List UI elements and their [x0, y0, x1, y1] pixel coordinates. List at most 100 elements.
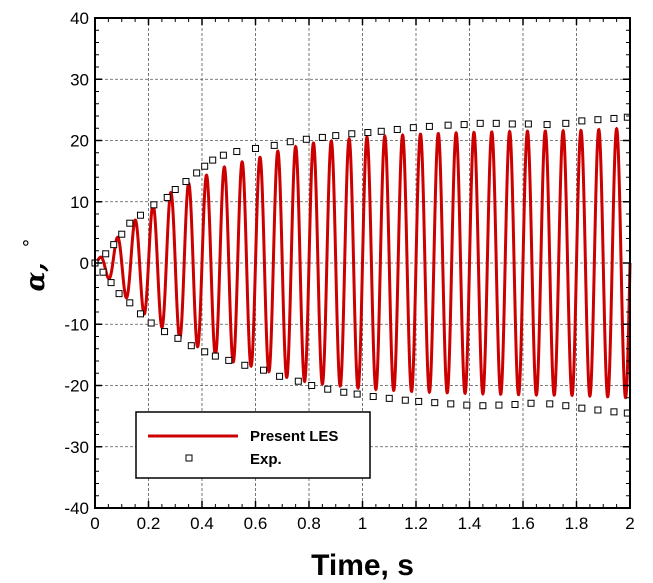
exp-marker — [476, 119, 484, 127]
exp-marker — [276, 372, 284, 380]
x-tick-label: 1.8 — [565, 514, 589, 533]
exp-marker — [136, 211, 144, 219]
exp-marker — [353, 390, 361, 398]
x-tick-label: 0.2 — [137, 514, 161, 533]
exp-marker — [479, 402, 487, 410]
exp-marker — [332, 132, 340, 140]
series-line-present-les — [94, 126, 632, 400]
exp-marker — [562, 119, 570, 127]
exp-marker — [147, 319, 155, 327]
exp-marker — [460, 121, 468, 129]
y-axis-symbol: α, — [21, 262, 51, 291]
exp-marker — [377, 127, 385, 135]
exp-marker — [415, 397, 423, 405]
exp-marker — [492, 119, 500, 127]
exp-marker — [225, 356, 233, 364]
exp-marker — [318, 133, 326, 141]
exp-marker — [340, 388, 348, 396]
x-tick-label: 0.6 — [244, 514, 268, 533]
exp-marker — [369, 393, 377, 401]
exp-marker — [578, 117, 586, 125]
series-layer — [91, 113, 632, 417]
exp-marker — [463, 401, 471, 409]
legend-label-exp: Exp. — [250, 451, 282, 468]
exp-marker — [524, 120, 532, 128]
exp-marker — [126, 219, 134, 227]
exp-marker — [241, 361, 249, 369]
x-tick-label: 1.4 — [458, 514, 482, 533]
x-tick-label: 1.2 — [404, 514, 428, 533]
exp-marker — [182, 178, 190, 186]
exp-marker — [562, 402, 570, 410]
exp-marker — [286, 138, 294, 146]
exp-marker — [209, 156, 217, 164]
exp-marker — [161, 328, 169, 336]
exp-marker — [201, 162, 209, 170]
exp-marker — [252, 144, 259, 152]
exp-marker — [219, 151, 227, 159]
exp-marker — [594, 116, 602, 124]
exp-marker — [385, 394, 393, 402]
exp-marker — [118, 230, 126, 238]
exp-marker — [594, 406, 602, 414]
y-tick-label: 20 — [70, 132, 89, 151]
y-tick-label: -40 — [64, 499, 89, 518]
exp-marker — [324, 385, 332, 393]
exp-marker — [508, 120, 516, 128]
legend: Present LES Exp. — [135, 411, 371, 479]
exp-marker — [495, 401, 503, 409]
exp-marker — [294, 377, 302, 385]
exp-marker — [610, 114, 618, 122]
exp-marker — [302, 135, 310, 143]
legend-box — [135, 411, 371, 479]
exp-marker — [126, 299, 134, 307]
exp-marker — [99, 268, 107, 276]
exp-marker — [110, 241, 118, 249]
y-tick-label: 30 — [70, 70, 89, 89]
exp-marker — [308, 382, 316, 389]
exp-marker — [201, 348, 209, 356]
exp-marker — [193, 169, 201, 177]
legend-swatch-exp — [185, 454, 193, 462]
y-tick-label: -10 — [64, 315, 89, 334]
y-axis-unit: ° — [20, 239, 41, 248]
y-tick-label: -20 — [64, 377, 89, 396]
exp-marker — [578, 404, 586, 412]
x-tick-label: 0 — [90, 514, 99, 533]
exp-marker — [171, 186, 179, 193]
x-tick-label: 0.4 — [190, 514, 214, 533]
exp-marker — [393, 125, 401, 133]
exp-marker — [409, 124, 417, 132]
y-tick-label: 10 — [70, 193, 89, 212]
exp-marker — [187, 342, 195, 350]
y-tick-label: 40 — [70, 9, 89, 28]
exp-marker — [107, 279, 115, 287]
exp-marker — [447, 400, 455, 408]
exp-marker — [511, 400, 519, 408]
exp-marker — [115, 290, 123, 298]
exp-marker — [150, 201, 158, 209]
exp-marker — [527, 399, 535, 407]
ticks: 0 0.2 0.4 0.6 0.8 1 1.2 1.4 1.6 1.8 2 40 30 20 10 0 -10 -… — [64, 9, 634, 533]
exp-marker — [211, 352, 219, 360]
y-tick-label: -30 — [64, 438, 89, 457]
exp-marker — [546, 400, 554, 408]
exp-marker — [163, 193, 171, 201]
exp-marker — [260, 366, 268, 374]
x-tick-label: 0.8 — [297, 514, 321, 533]
exp-marker — [444, 121, 452, 129]
x-tick-label: 1 — [358, 514, 367, 533]
exp-marker — [610, 408, 618, 416]
exp-marker — [233, 148, 241, 156]
exp-marker — [270, 141, 278, 149]
exp-marker — [102, 250, 110, 258]
exp-marker — [348, 130, 356, 138]
exp-marker — [364, 129, 372, 137]
exp-marker — [543, 121, 551, 129]
exp-marker — [401, 396, 409, 404]
exp-marker — [136, 310, 144, 318]
exp-marker — [425, 122, 433, 130]
y-axis-title: α, ° — [20, 239, 51, 292]
exp-marker — [431, 399, 439, 407]
